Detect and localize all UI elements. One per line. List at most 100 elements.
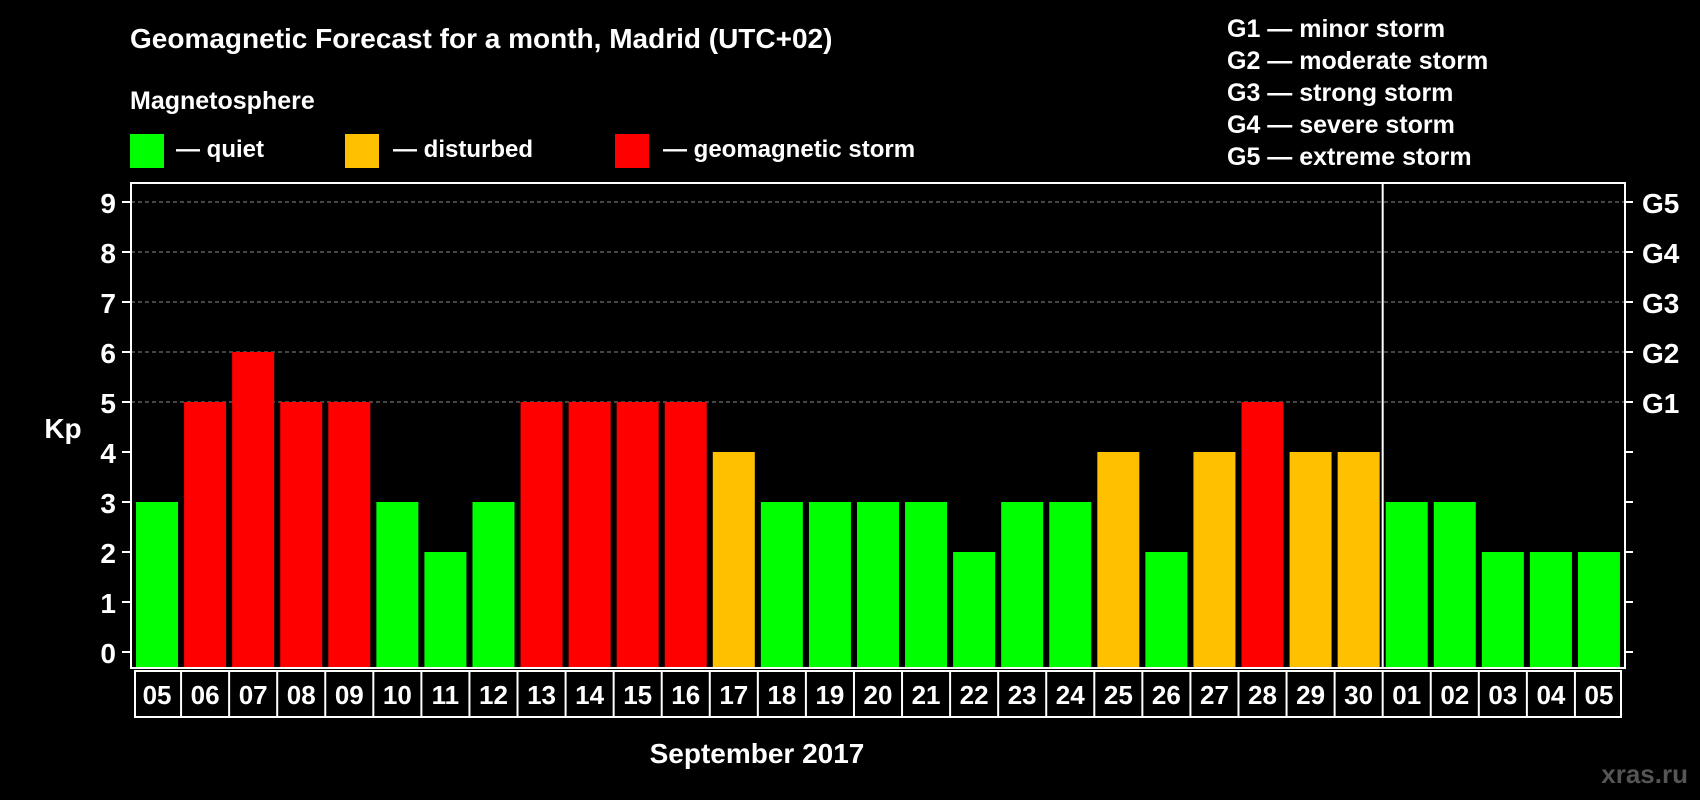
y-tick-label: 4 bbox=[100, 438, 116, 469]
x-tick-label: 23 bbox=[1008, 680, 1037, 710]
bar bbox=[1529, 552, 1572, 668]
bar bbox=[616, 402, 659, 668]
legend-swatch-disturbed bbox=[345, 134, 379, 168]
plot-frame bbox=[130, 182, 1626, 669]
x-axis-label: September 2017 bbox=[650, 738, 865, 769]
x-tick-label: 07 bbox=[239, 680, 268, 710]
x-tick-label: 16 bbox=[671, 680, 700, 710]
bar bbox=[1049, 502, 1092, 668]
bar bbox=[184, 402, 227, 668]
legend-swatch-quiet bbox=[130, 134, 164, 168]
storm-scale-g5: G5 — extreme storm bbox=[1227, 143, 1472, 171]
watermark: xras.ru bbox=[1601, 759, 1688, 789]
bar bbox=[1145, 552, 1188, 668]
y-tick-label: 7 bbox=[100, 288, 116, 319]
x-tick-label: 18 bbox=[767, 680, 796, 710]
bar bbox=[1241, 402, 1284, 668]
bar bbox=[905, 502, 948, 668]
legend: — quiet — disturbed — geomagnetic storm bbox=[130, 134, 915, 168]
right-axis-label: G3 bbox=[1642, 288, 1679, 319]
y-tick-label: 3 bbox=[100, 488, 116, 519]
x-tick-label: 03 bbox=[1488, 680, 1517, 710]
y-tick-label: 5 bbox=[100, 388, 116, 419]
x-label-box bbox=[134, 670, 1622, 718]
bar bbox=[760, 502, 803, 668]
bar bbox=[424, 552, 467, 668]
x-tick-label: 13 bbox=[527, 680, 556, 710]
storm-scale-g2: G2 — moderate storm bbox=[1227, 47, 1488, 75]
x-tick-label: 05 bbox=[1585, 680, 1614, 710]
bar bbox=[857, 502, 899, 668]
legend-title: Magnetosphere bbox=[130, 87, 315, 115]
y-tick-label: 8 bbox=[100, 238, 116, 269]
x-tick-label: 05 bbox=[143, 680, 172, 710]
y-tick-label: 2 bbox=[100, 538, 116, 569]
bar bbox=[568, 402, 611, 668]
x-tick-label: 09 bbox=[335, 680, 364, 710]
x-tick-label: 12 bbox=[479, 680, 508, 710]
bar bbox=[1001, 502, 1044, 668]
chart-title: Geomagnetic Forecast for a month, Madrid… bbox=[130, 23, 832, 54]
y-tick-label: 6 bbox=[100, 338, 116, 369]
right-axis-label: G4 bbox=[1642, 238, 1680, 269]
x-tick-label: 28 bbox=[1248, 680, 1277, 710]
storm-scale-g1: G1 — minor storm bbox=[1227, 15, 1445, 43]
bar bbox=[1481, 552, 1524, 668]
bar bbox=[1289, 452, 1332, 668]
y-tick-label: 9 bbox=[100, 188, 116, 219]
x-tick-label: 08 bbox=[287, 680, 316, 710]
x-tick-label: 17 bbox=[719, 680, 748, 710]
x-tick-label: 06 bbox=[191, 680, 220, 710]
bar bbox=[953, 552, 996, 668]
bar bbox=[136, 502, 179, 668]
bar bbox=[808, 502, 851, 668]
bar bbox=[1097, 452, 1140, 668]
legend-label-storm: — geomagnetic storm bbox=[663, 136, 915, 163]
x-tick-label: 24 bbox=[1056, 680, 1085, 710]
right-axis-label: G1 bbox=[1642, 388, 1679, 419]
right-axis-label: G2 bbox=[1642, 338, 1679, 369]
storm-scale-g3: G3 — strong storm bbox=[1227, 79, 1453, 107]
legend-label-disturbed: — disturbed bbox=[393, 136, 533, 163]
legend-label-quiet: — quiet bbox=[176, 136, 264, 163]
y-tick-label: 1 bbox=[100, 588, 116, 619]
x-tick-label: 15 bbox=[623, 680, 652, 710]
x-tick-label: 21 bbox=[912, 680, 941, 710]
bars bbox=[136, 352, 1620, 668]
bar bbox=[664, 402, 707, 668]
x-tick-label: 29 bbox=[1296, 680, 1325, 710]
y-tick-label: 0 bbox=[100, 638, 116, 669]
storm-scale-g4: G4 — severe storm bbox=[1227, 111, 1455, 139]
x-tick-label: 14 bbox=[575, 680, 604, 710]
right-axis-label: G5 bbox=[1642, 188, 1679, 219]
x-tick-label: 11 bbox=[432, 680, 460, 710]
legend-swatch-storm bbox=[615, 134, 649, 168]
bar bbox=[1385, 502, 1428, 668]
bar bbox=[472, 502, 515, 668]
x-tick-label: 26 bbox=[1152, 680, 1181, 710]
bar bbox=[328, 402, 371, 668]
bar bbox=[1193, 452, 1236, 668]
x-tick-label: 27 bbox=[1200, 680, 1229, 710]
bar bbox=[1337, 452, 1380, 668]
bar bbox=[232, 352, 275, 668]
x-tick-labels: 05 06 07 08 09 10 11 12 13 14 15 16 17 18 19 20 21 22 23 24… bbox=[134, 670, 1622, 718]
bar bbox=[1433, 502, 1476, 668]
axes: 0 1 2 3 4 5 6 7 8 9 G1 G2 G3 G4 G5 bbox=[100, 182, 1680, 669]
bar bbox=[520, 402, 563, 668]
x-tick-label: 01 bbox=[1392, 680, 1421, 710]
bar bbox=[376, 502, 419, 668]
bar bbox=[280, 402, 323, 668]
x-tick-label: 30 bbox=[1344, 680, 1373, 710]
y-axis-label: Kp bbox=[44, 413, 81, 444]
x-tick-label: 20 bbox=[864, 680, 893, 710]
storm-scale: G1 — minor storm G2 — moderate storm G3 … bbox=[1227, 15, 1488, 171]
x-tick-label: 25 bbox=[1104, 680, 1133, 710]
x-tick-label: 19 bbox=[815, 680, 844, 710]
x-tick-label: 10 bbox=[383, 680, 412, 710]
x-tick-label: 22 bbox=[960, 680, 989, 710]
x-tick-label: 02 bbox=[1440, 680, 1469, 710]
bar bbox=[1577, 552, 1620, 668]
x-tick-label: 04 bbox=[1536, 680, 1565, 710]
